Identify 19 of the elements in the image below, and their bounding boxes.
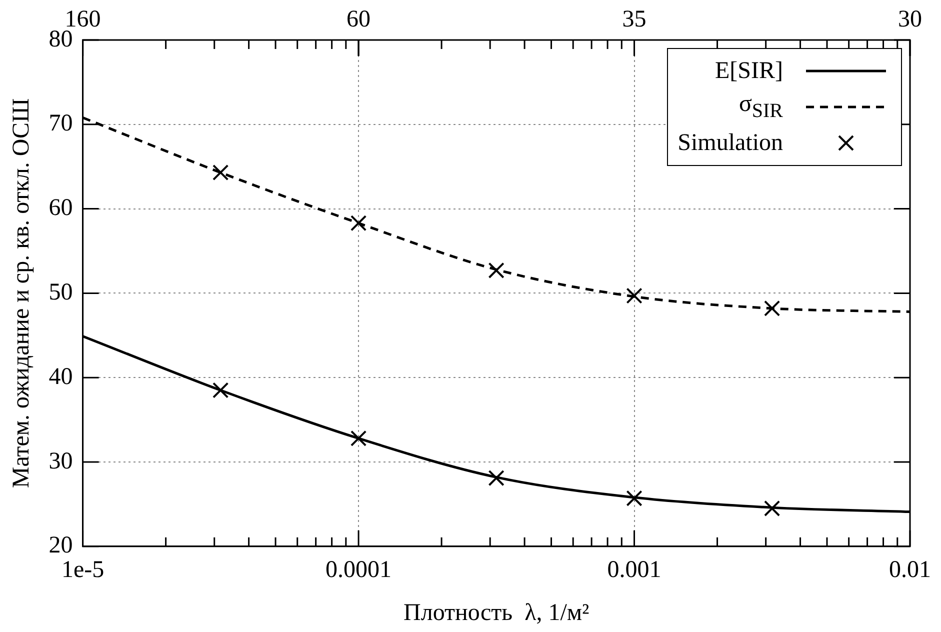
legend-label: E[SIR]: [715, 58, 783, 84]
x-tick-label: 0.001: [607, 557, 662, 584]
text: 35: [622, 6, 646, 32]
text: 30: [898, 6, 922, 32]
y-tick-label: 80: [48, 26, 73, 52]
y-tick-label: 50: [48, 279, 73, 306]
x-axis-title: Плотность λ, 1/м²: [404, 600, 590, 626]
y-tick-label: 70: [48, 110, 73, 137]
y-tick-label: 20: [48, 532, 73, 559]
x-tick-label: 1e-5: [61, 557, 104, 584]
legend-label: Simulation: [678, 130, 783, 156]
y-tick-label: 30: [48, 448, 73, 474]
text: 60: [346, 6, 371, 32]
y-tick-label: 40: [48, 364, 73, 390]
y-axis-title: Матем. ожидание и ср. кв. откл. ОСШ: [8, 98, 35, 488]
y-tick-label: 60: [48, 195, 73, 222]
x-tick-label: 0.01: [889, 557, 931, 584]
x-tick-label: 0.0001: [326, 557, 392, 584]
legend-label: σ$_{SIR}$: [738, 91, 783, 123]
